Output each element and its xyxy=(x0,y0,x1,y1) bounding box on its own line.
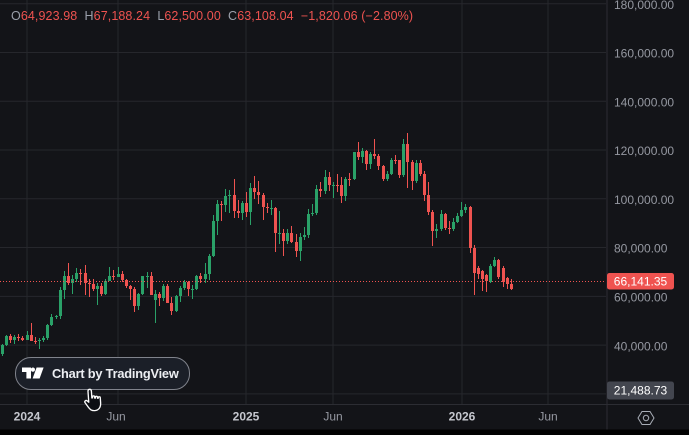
svg-text:2026: 2026 xyxy=(449,410,476,424)
svg-text:60,000.00: 60,000.00 xyxy=(614,291,668,305)
svg-text:Jun: Jun xyxy=(323,410,342,424)
svg-text:180,000.00: 180,000.00 xyxy=(614,0,674,12)
svg-text:66,141.35: 66,141.35 xyxy=(614,275,668,289)
svg-text:80,000.00: 80,000.00 xyxy=(614,242,668,256)
svg-text:40,000.00: 40,000.00 xyxy=(614,339,668,353)
svg-text:100,000.00: 100,000.00 xyxy=(614,193,674,207)
svg-text:2024: 2024 xyxy=(14,410,41,424)
svg-text:160,000.00: 160,000.00 xyxy=(614,47,674,61)
svg-text:140,000.00: 140,000.00 xyxy=(614,95,674,109)
svg-text:2025: 2025 xyxy=(233,410,260,424)
svg-text:21,488.73: 21,488.73 xyxy=(614,384,668,398)
svg-text:120,000.00: 120,000.00 xyxy=(614,144,674,158)
svg-text:Jun: Jun xyxy=(106,410,125,424)
svg-text:Jun: Jun xyxy=(538,410,557,424)
